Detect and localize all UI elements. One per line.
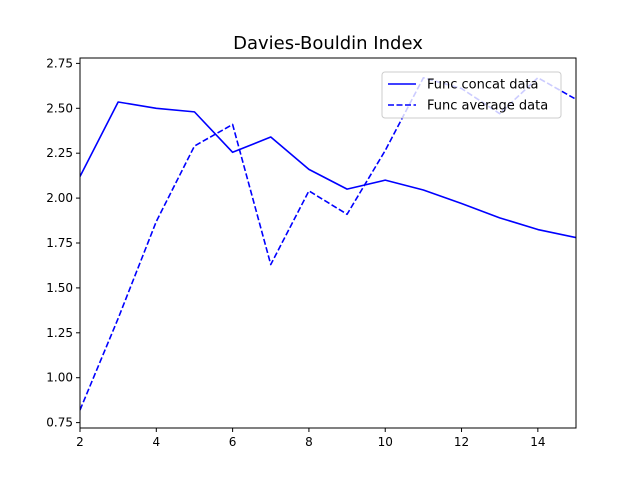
data-point (461, 203, 463, 205)
x-tick-label: 6 (229, 435, 237, 449)
y-tick-label: 1.75 (46, 236, 73, 250)
legend-box (381, 71, 562, 119)
data-point (156, 221, 158, 223)
legend-label: Func average data (427, 99, 548, 114)
data-point (384, 150, 386, 152)
data-point (308, 190, 310, 192)
y-tick-label: 1.00 (46, 371, 73, 385)
data-point (232, 151, 234, 153)
legend-label: Func concat data (427, 78, 539, 93)
data-point (346, 188, 348, 190)
data-point (270, 264, 272, 266)
data-point (384, 179, 386, 181)
data-point (194, 111, 196, 113)
data-point (117, 101, 119, 103)
y-tick-label: 1.25 (46, 326, 73, 340)
data-point (308, 169, 310, 171)
x-tick-label: 14 (530, 435, 545, 449)
data-point (346, 213, 348, 215)
data-point (423, 189, 425, 191)
y-tick-label: 0.75 (46, 416, 73, 430)
x-tick-label: 8 (305, 435, 313, 449)
data-point (194, 145, 196, 147)
data-point (499, 217, 501, 219)
y-tick-label: 2.50 (46, 101, 73, 115)
data-point (537, 229, 539, 231)
y-tick-label: 2.25 (46, 146, 73, 160)
data-point (117, 318, 119, 320)
y-tick-label: 2.00 (46, 191, 73, 205)
y-tick-label: 1.50 (46, 281, 73, 295)
legend: Func concat data Func average data (381, 71, 562, 119)
x-tick-label: 2 (76, 435, 84, 449)
y-tick-label: 2.75 (46, 56, 73, 70)
data-point (270, 136, 272, 138)
data-point (156, 107, 158, 109)
x-tick-label: 12 (454, 435, 469, 449)
x-tick-label: 10 (378, 435, 393, 449)
series-line-1 (80, 101, 576, 239)
chart-title: Davies-Bouldin Index (233, 33, 423, 54)
x-tick-label: 4 (152, 435, 160, 449)
data-point (232, 124, 234, 126)
axes: 2 4 6 8 10 12 14 0.75 1.00 1.25 1.50 1.75 2.00 2.25 2.… (46, 56, 577, 449)
